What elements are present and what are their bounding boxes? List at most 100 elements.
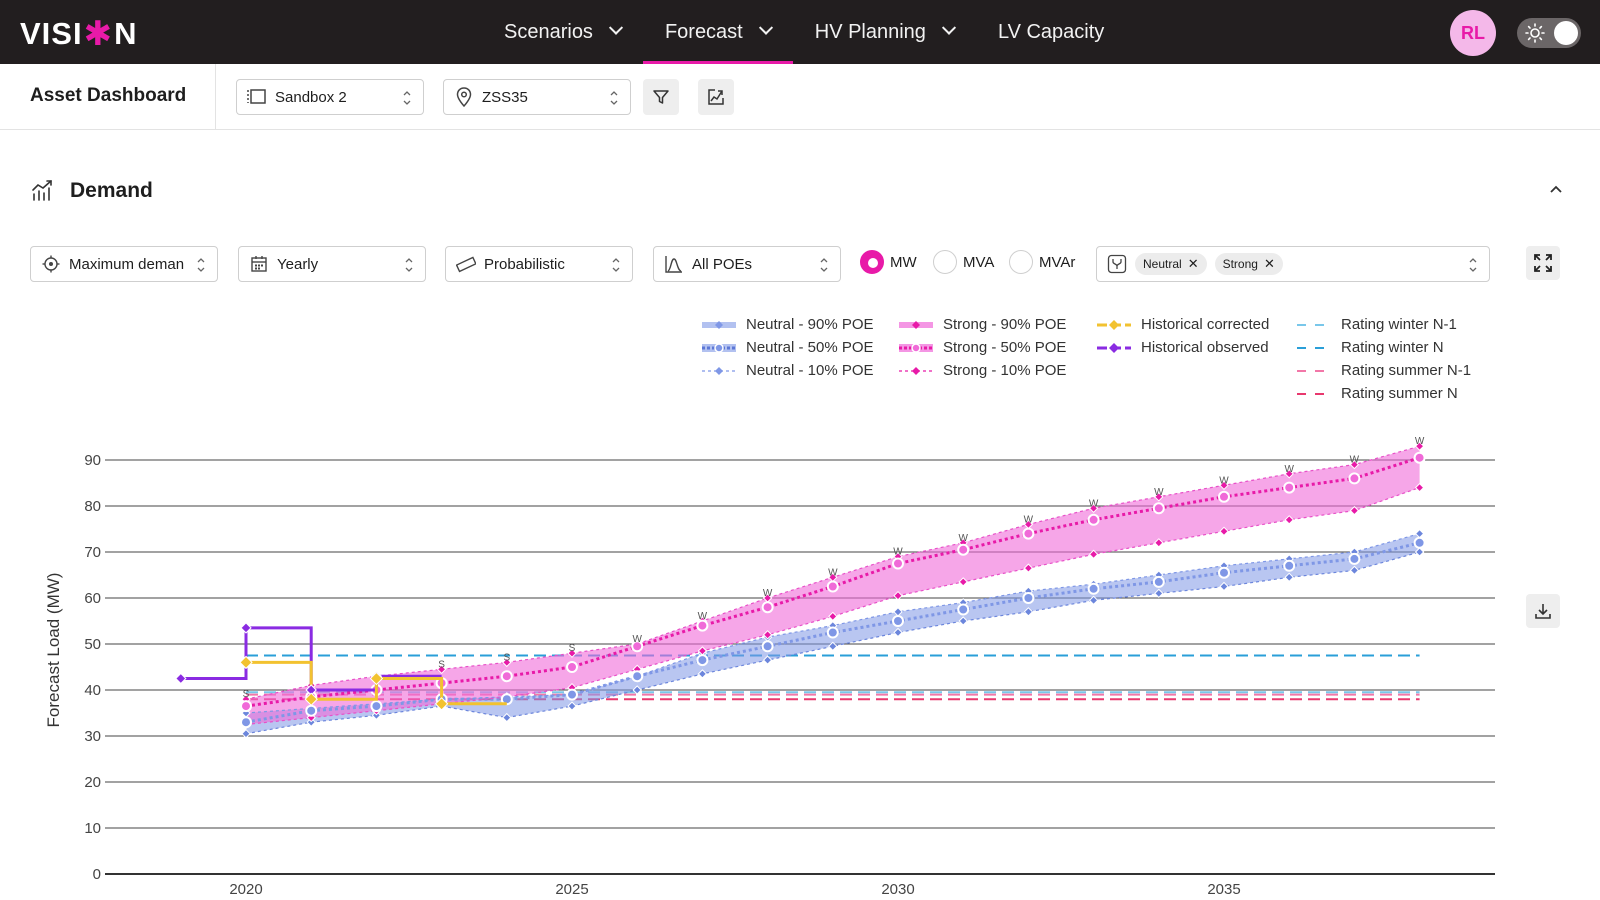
filter-button[interactable] [643,79,679,115]
location-pin-icon [454,87,474,107]
season-label: W [1350,455,1360,466]
legend-item[interactable]: Neutral - 10% POE [700,362,874,379]
download-button[interactable] [1526,594,1560,628]
workspace-select[interactable]: Sandbox 2 [236,79,424,115]
strong-50-point [1283,481,1296,494]
nav-item-hv-planning[interactable]: HV Planning [793,0,976,64]
app-logo[interactable]: VISI ✱ N [20,14,137,54]
asset-select-value: ZSS35 [482,88,528,106]
nav-item-scenarios[interactable]: Scenarios [482,0,643,64]
unit-radio-mvar[interactable]: MVAr [1009,250,1075,274]
neutral-50-point [826,626,839,639]
strong-50-point [1348,472,1361,485]
historical-corrected-point [434,697,449,711]
neutral-bound-point [958,616,968,626]
asset-select[interactable]: ZSS35 [443,79,631,115]
historical-corrected-point [239,655,253,670]
legend-item[interactable]: Strong - 90% POE [897,316,1066,333]
legend-item[interactable]: Strong - 10% POE [897,362,1066,379]
season-label: S [569,643,576,654]
metric-select[interactable]: Maximum deman [30,246,218,282]
neutral-50-point [957,603,970,616]
season-label: S [503,652,510,663]
chevron-updown-icon [612,258,620,272]
distribution-icon [664,254,684,274]
radio-circle [933,250,957,274]
legend-swatch [1297,369,1331,372]
remove-chip-icon[interactable]: ✕ [1263,256,1275,271]
legend-swatch [1097,319,1131,330]
strong-50-point [1022,527,1035,540]
neutral-bound-point [762,655,773,665]
season-label: W [632,634,642,645]
y-tick-label: 70 [84,544,101,561]
neutral-50-point [696,654,709,667]
legend-item[interactable]: Rating summer N-1 [1295,362,1471,379]
legend-swatch [899,342,933,353]
strong-50-point [1218,490,1230,503]
chevron-up-icon[interactable] [1550,184,1562,196]
legend-item[interactable]: Strong - 50% POE [897,339,1066,356]
legend-label: Rating winter N-1 [1341,316,1457,333]
neutral-50-point [1283,559,1296,572]
legend-swatch [702,366,736,375]
period-select[interactable]: Yearly [238,246,426,282]
avatar-initials: RL [1461,22,1485,43]
nav-label: LV Capacity [997,20,1105,43]
season-label: W [1089,498,1099,509]
strong-bound-point [502,657,512,668]
legend-item[interactable]: Neutral - 50% POE [700,339,874,356]
strong-50-point [1087,513,1100,526]
legend-item[interactable]: Historical observed [1095,339,1269,356]
poe-select[interactable]: All POEs [653,246,841,282]
legend-item[interactable]: Rating winter N [1295,339,1444,356]
y-tick-label: 50 [84,636,101,653]
user-avatar[interactable]: RL [1450,10,1496,56]
scenario-chip-strong: Strong ✕ [1214,253,1283,275]
strong-bound-point [828,611,838,622]
legend-item[interactable]: Historical corrected [1095,316,1269,333]
strong-bound-point [1349,505,1360,516]
neutral-bound-point [697,669,708,679]
nav-item-lv-capacity[interactable]: LV Capacity [976,0,1126,64]
unit-radio-mva[interactable]: MVA [933,250,994,274]
neutral-50-point [1348,552,1361,565]
neutral-bound-point [1154,588,1164,599]
legend-label: Rating winter N [1341,339,1444,356]
legend-label: Neutral - 50% POE [746,339,874,356]
chevron-down-icon [608,20,624,35]
strong-bound-point [1284,469,1294,479]
page-title: Asset Dashboard [30,85,187,106]
neutral-50-point [761,640,774,653]
fullscreen-button[interactable] [1526,246,1560,280]
legend-item[interactable]: Rating summer N [1295,385,1458,402]
legend-item[interactable]: Rating winter N-1 [1295,316,1457,333]
strong-50-point [240,700,252,713]
neutral-50-point [1152,575,1165,588]
strong-50-point [1152,502,1165,515]
legend-label: Neutral - 10% POE [746,362,874,379]
legend-item[interactable]: Neutral - 90% POE [700,316,874,333]
y-tick-label: 10 [84,820,101,837]
neutral-50-point [566,688,578,701]
nav-item-forecast[interactable]: Forecast [642,0,793,64]
method-select[interactable]: Probabilistic [445,246,633,282]
legend-swatch [1297,323,1331,326]
export-chart-button[interactable] [698,79,734,115]
sun-icon [1525,23,1545,43]
strong-50-point [761,601,774,614]
neutral-bound-point [1284,572,1294,583]
method-select-value: Probabilistic [484,255,565,273]
remove-chip-icon[interactable]: ✕ [1187,256,1199,271]
unit-radio-mw[interactable]: MW [860,250,917,274]
workspace-select-value: Sandbox 2 [275,88,347,106]
theme-toggle[interactable] [1517,18,1581,48]
neutral-bound-point [1088,595,1099,606]
chip-label: Neutral [1143,257,1182,271]
nav-label: HV Planning [814,20,926,43]
crosshair-icon [41,254,61,274]
sub-header: Asset Dashboard Sandbox 2 ZSS35 [0,64,1600,130]
scenario-multiselect[interactable]: Neutral ✕ Strong ✕ [1096,246,1490,282]
strong-50-point [631,640,644,653]
